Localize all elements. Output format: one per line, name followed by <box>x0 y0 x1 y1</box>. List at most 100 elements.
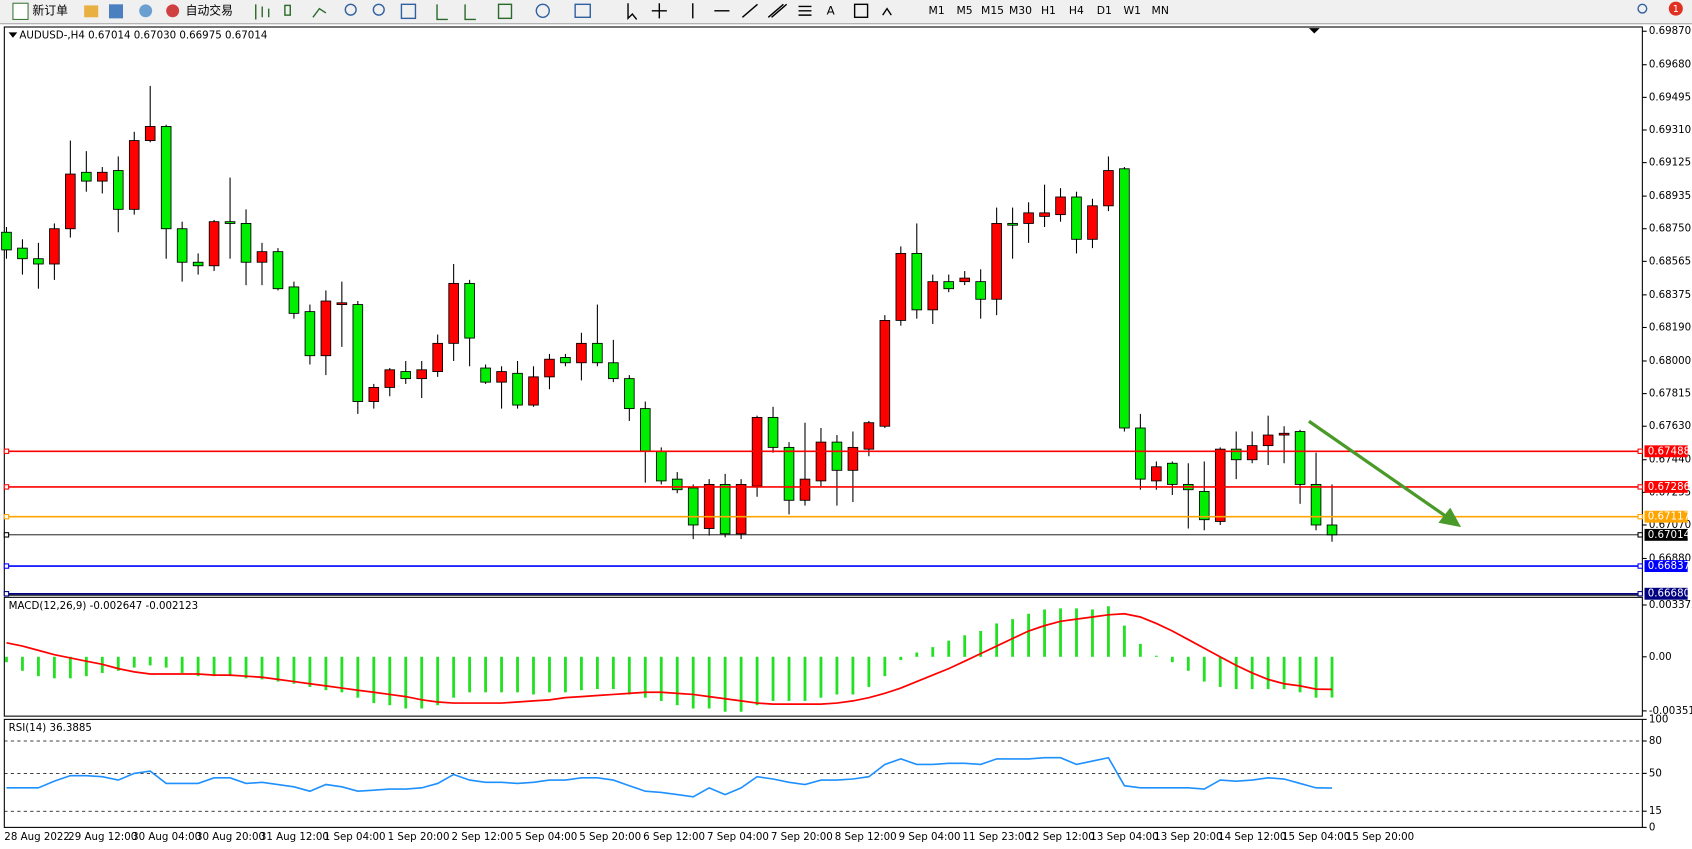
candle-body <box>767 416 779 448</box>
candle-body <box>1214 448 1226 522</box>
candle-body <box>384 369 396 388</box>
macd-bar <box>548 656 551 693</box>
candle-body <box>911 252 923 311</box>
macd-bar <box>68 656 72 679</box>
timeframe-button[interactable]: W1 <box>1124 4 1142 17</box>
shift-icon[interactable] <box>464 4 476 21</box>
timeframe-button[interactable]: H4 <box>1069 4 1084 17</box>
candle-body <box>815 441 827 482</box>
macd-bar <box>1266 656 1270 690</box>
candle-body <box>1246 445 1258 461</box>
candle-body <box>1 231 12 251</box>
arrows-icon[interactable] <box>882 7 892 16</box>
tool-icon[interactable] <box>108 4 124 19</box>
candle-body <box>1262 434 1274 447</box>
search-icon[interactable] <box>1637 3 1648 14</box>
candle-body <box>65 173 76 230</box>
candle-body <box>272 251 284 290</box>
text-tool[interactable]: A <box>827 3 836 17</box>
price-level-label: 0.67286 <box>1648 481 1690 493</box>
macd-bar <box>787 656 791 701</box>
symbol-menu-marker[interactable] <box>8 32 18 38</box>
tile-icon[interactable] <box>400 3 417 20</box>
tool-icon[interactable] <box>139 4 153 18</box>
candle-body <box>224 221 236 224</box>
alert-badge[interactable] <box>1668 1 1683 16</box>
candle-body <box>480 367 491 383</box>
auto-trading-icon[interactable] <box>166 4 180 18</box>
templates-icon[interactable] <box>574 3 591 18</box>
auto-trading-button[interactable]: 自动交易 <box>186 3 233 17</box>
macd-bar <box>260 656 264 680</box>
timeframe-button[interactable]: M15 <box>981 4 1004 17</box>
candle-body <box>831 441 843 471</box>
macd-bar <box>452 656 456 698</box>
periods-icon[interactable] <box>535 3 550 18</box>
x-tick-label: 2 Sep 12:00 <box>451 831 513 843</box>
crosshair-icon[interactable] <box>651 3 667 19</box>
candle-body <box>1198 491 1210 521</box>
macd-bar <box>803 656 807 701</box>
tool-icon[interactable] <box>84 5 99 18</box>
candle-body <box>1167 462 1178 485</box>
x-tick-label: 1 Sep 04:00 <box>324 831 386 843</box>
candle-body <box>512 372 523 406</box>
timeframe-button[interactable]: D1 <box>1097 4 1112 17</box>
macd-bar <box>1059 608 1062 657</box>
x-tick-label: 14 Sep 12:00 <box>1218 831 1286 843</box>
macd-bar <box>851 656 855 695</box>
line-chart-icon[interactable] <box>312 7 327 18</box>
macd-bar <box>595 656 599 690</box>
timeframe-button[interactable]: M1 <box>929 4 945 17</box>
candle-body <box>863 422 875 450</box>
candle-icon[interactable] <box>284 4 291 16</box>
macd-bar <box>468 656 472 693</box>
candle-body <box>528 376 539 406</box>
candle-body <box>1278 432 1290 436</box>
candle-body <box>592 342 603 364</box>
channel-icon[interactable] <box>767 3 788 18</box>
timeframe-button[interactable]: MN <box>1152 4 1169 17</box>
macd-bar <box>436 656 440 706</box>
macd-bar <box>963 635 967 657</box>
candle-body <box>703 483 715 529</box>
timeframe-button[interactable]: H1 <box>1041 4 1056 17</box>
zoom-out-icon[interactable] <box>372 3 385 16</box>
candle-body <box>735 483 747 535</box>
y-tick-label: 0.68000 <box>1649 355 1691 367</box>
candle-body <box>943 281 955 290</box>
macd-bar <box>1202 656 1206 682</box>
macd-bar <box>37 656 40 677</box>
toolbar-bg <box>0 0 1692 24</box>
bar-chart-icon[interactable] <box>255 4 270 20</box>
indicators-icon[interactable] <box>497 3 513 20</box>
new-order-button[interactable]: 新订单 <box>32 3 68 17</box>
y-tick-label: -0.003519 <box>1649 705 1692 717</box>
timeframe-button[interactable]: M5 <box>957 4 973 17</box>
label-icon[interactable] <box>853 3 869 18</box>
zoom-in-icon[interactable] <box>344 3 357 16</box>
y-tick-label: 80 <box>1649 735 1662 747</box>
cursor-icon[interactable] <box>627 3 638 21</box>
x-tick-label: 9 Sep 04:00 <box>899 831 961 843</box>
macd-bar <box>276 656 280 682</box>
candle-body <box>1135 427 1146 480</box>
y-tick-label: 0.68190 <box>1649 321 1691 333</box>
price-level-handle <box>3 513 10 520</box>
fibo-icon[interactable] <box>798 5 812 16</box>
candle-body <box>1151 466 1162 482</box>
timeframe-button[interactable]: M30 <box>1009 4 1032 17</box>
x-tick-label: 8 Sep 12:00 <box>835 831 897 843</box>
candle-body <box>352 304 364 402</box>
x-tick-label: 30 Aug 04:00 <box>132 831 201 843</box>
macd-bar <box>1075 608 1078 657</box>
new-order-icon[interactable] <box>12 2 29 20</box>
autoscroll-icon[interactable] <box>436 4 448 21</box>
y-tick-label: 0.69870 <box>1649 25 1691 37</box>
alert-count: 1 <box>1673 4 1679 15</box>
macd-bar <box>819 656 823 698</box>
trendline-icon[interactable] <box>741 3 758 18</box>
candle-body <box>304 311 316 357</box>
candle-body <box>97 171 108 182</box>
